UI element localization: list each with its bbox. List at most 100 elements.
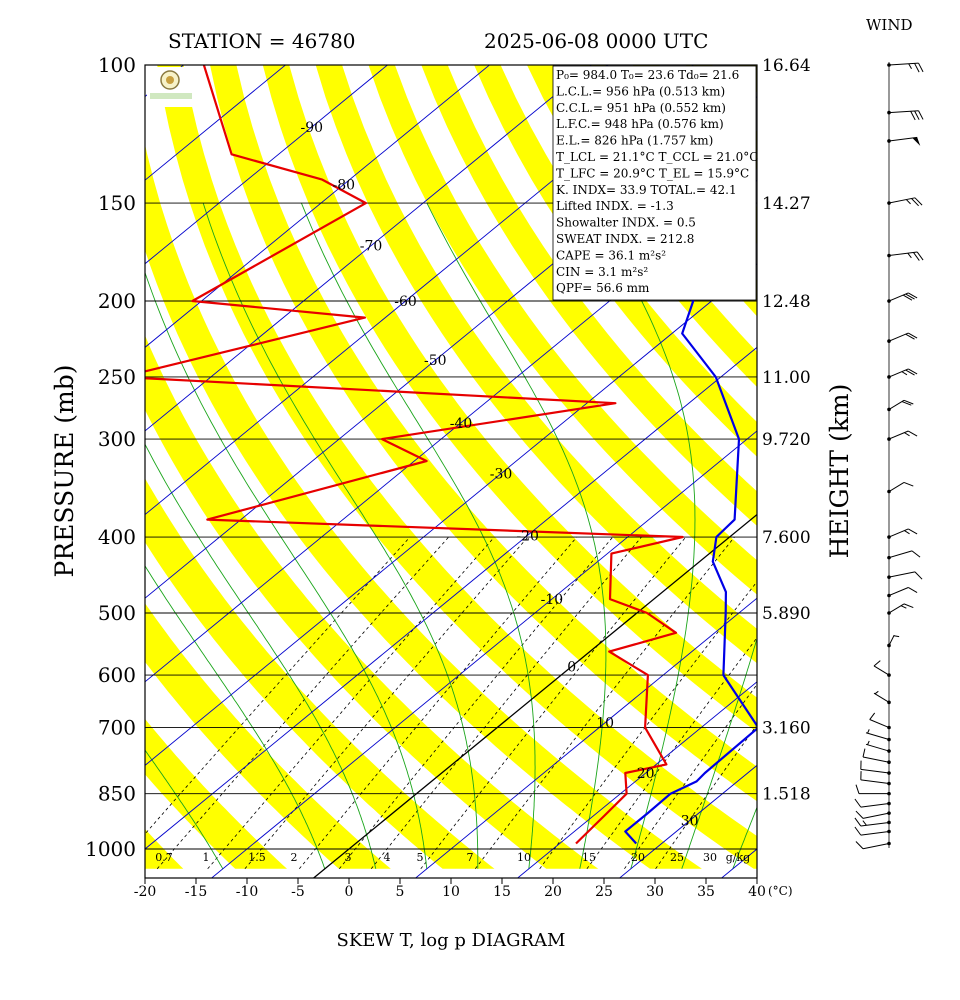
wind-barb-flag bbox=[918, 62, 924, 73]
height-tick-label: 11.00 bbox=[762, 368, 811, 388]
wind-barb-flag bbox=[908, 332, 918, 339]
wind-barb bbox=[887, 587, 918, 598]
wind-barb-flag bbox=[905, 369, 915, 376]
wind-barb-staff bbox=[873, 665, 890, 676]
mixing-ratio-label: 1.5 bbox=[248, 851, 266, 864]
x-tick-label: 25 bbox=[595, 884, 613, 900]
height-axis-labels: 16.64 14.27 12.48 11.00 9.720 7.600 5.890 3.160… bbox=[762, 56, 811, 805]
isotherm-line bbox=[145, 65, 491, 348]
wind-barb-flag bbox=[908, 292, 918, 299]
wind-barb bbox=[887, 528, 918, 539]
dewpoint-line bbox=[145, 65, 684, 845]
isotherm-line bbox=[145, 179, 757, 683]
mixing-ratio-label: 1 bbox=[203, 851, 210, 864]
wind-barb-staff bbox=[888, 368, 909, 378]
wind-barb bbox=[873, 690, 891, 705]
index-line: CIN = 3.1 m²s² bbox=[556, 265, 648, 279]
isotherm-label: 0 bbox=[567, 659, 576, 675]
isotherm-line bbox=[145, 65, 389, 265]
wind-barb bbox=[887, 110, 924, 121]
x-axis-unit: (°C) bbox=[768, 884, 793, 898]
isotherm-line bbox=[145, 65, 593, 432]
wind-barb-flag bbox=[903, 399, 914, 405]
indices-text: P₀= 984.0 T₀= 23.6 Td₀= 21.6 L.C.L.= 956 … bbox=[556, 68, 758, 295]
wind-barb-staff bbox=[873, 692, 890, 703]
wind-barb-flag bbox=[855, 784, 860, 794]
wind-barb-half-flag bbox=[904, 530, 910, 535]
wind-barb-flag bbox=[918, 110, 924, 120]
wind-barb-half-flag bbox=[907, 252, 912, 259]
wind-barb-staff bbox=[860, 803, 890, 808]
isotherm-label: -30 bbox=[490, 467, 513, 483]
wind-barb bbox=[887, 481, 914, 494]
isotherm-line bbox=[312, 513, 757, 878]
height-tick-label: 16.64 bbox=[762, 56, 811, 76]
wind-barb bbox=[887, 550, 921, 560]
temperature-axis: -20 -15 -10 -5 0 5 10 15 20 25 30 35 40 bbox=[134, 878, 766, 900]
wind-barb bbox=[854, 826, 891, 836]
station-logo bbox=[147, 67, 195, 107]
isotherm-label: -70 bbox=[360, 239, 383, 255]
isotherm-labels: -90 -80 -70 -60 -50 -40 -30 -20 -10 0 10 20 30 bbox=[300, 120, 698, 830]
station-label: STATION = 46780 bbox=[168, 29, 356, 53]
wind-barb-flag bbox=[854, 798, 862, 808]
wind-barb-flag bbox=[914, 571, 923, 580]
wind-barbs bbox=[854, 62, 924, 850]
isotherm-label: -40 bbox=[450, 416, 473, 432]
height-tick-label: 12.48 bbox=[762, 292, 811, 312]
diagram-title: SKEW T, log p DIAGRAM bbox=[337, 930, 566, 951]
wind-barb-half-flag bbox=[867, 729, 870, 734]
isotherm-line bbox=[210, 430, 757, 878]
wind-barb bbox=[854, 798, 891, 808]
wind-barb bbox=[887, 136, 921, 146]
dry-adiabat-band bbox=[421, 65, 757, 526]
wind-barb-staff bbox=[888, 482, 905, 492]
mixing-ratio-label: 30 bbox=[703, 851, 717, 864]
index-line: Lifted INDX. = -1.3 bbox=[556, 199, 674, 213]
moist-adiabat bbox=[145, 271, 428, 869]
isotherm-line bbox=[145, 263, 757, 766]
wind-barb-staff bbox=[888, 332, 909, 342]
wind-barb-flag bbox=[913, 252, 920, 261]
wind-barb bbox=[855, 841, 891, 850]
wind-barb bbox=[887, 634, 900, 648]
mixing-ratio-line bbox=[298, 536, 578, 870]
wind-barb-flag bbox=[905, 293, 915, 300]
mixing-ratio-line bbox=[244, 536, 529, 870]
wind-barb-flag bbox=[873, 660, 881, 667]
wind-barb bbox=[887, 292, 918, 303]
y-axis-title: PRESSURE (mb) bbox=[50, 364, 79, 577]
mixing-ratio-line bbox=[539, 581, 757, 870]
wind-barb-staff bbox=[888, 136, 918, 142]
wind-barb-half-flag bbox=[862, 820, 867, 826]
wind-barb-half-flag bbox=[904, 432, 910, 437]
height-tick-label: 7.600 bbox=[762, 528, 811, 548]
index-line: T_LCL = 21.1°C T_CCL = 21.0°C bbox=[556, 150, 758, 164]
wind-barb-staff bbox=[888, 587, 909, 596]
moist-adiabat bbox=[145, 443, 377, 869]
moist-adiabat bbox=[426, 202, 607, 869]
wind-barb-staff bbox=[888, 399, 905, 410]
wind-barb-staff bbox=[888, 571, 916, 578]
mixing-ratio-line bbox=[624, 683, 757, 870]
pressure-tick-label: 300 bbox=[98, 427, 136, 451]
wind-barb bbox=[869, 712, 891, 730]
index-line: K. INDX= 33.9 TOTAL.= 42.1 bbox=[556, 183, 737, 197]
wind-barb-half-flag bbox=[874, 690, 879, 695]
mixing-ratio-label: 10 bbox=[517, 851, 531, 864]
wind-barb bbox=[887, 399, 914, 412]
pressure-tick-label: 200 bbox=[98, 289, 136, 313]
wind-barb-half-flag bbox=[901, 371, 908, 376]
wind-barb-pennant bbox=[912, 137, 921, 146]
wind-barb-flag bbox=[854, 826, 862, 836]
mixing-ratio-labels: 0.7 1 1.5 2 3 4 5 7 10 15 20 25 30 g/kg bbox=[155, 851, 750, 864]
wind-barb-half-flag bbox=[893, 635, 900, 638]
wind-barb-flag bbox=[911, 198, 919, 207]
wind-barb-flag bbox=[914, 63, 920, 73]
isotherm-label: -80 bbox=[333, 177, 356, 193]
wind-barb-flag bbox=[855, 810, 864, 819]
moist-adiabat bbox=[145, 749, 224, 870]
isotherm-label: 20 bbox=[637, 766, 655, 782]
dry-adiabat-band bbox=[145, 828, 184, 869]
pressure-tick-label: 500 bbox=[98, 601, 136, 625]
